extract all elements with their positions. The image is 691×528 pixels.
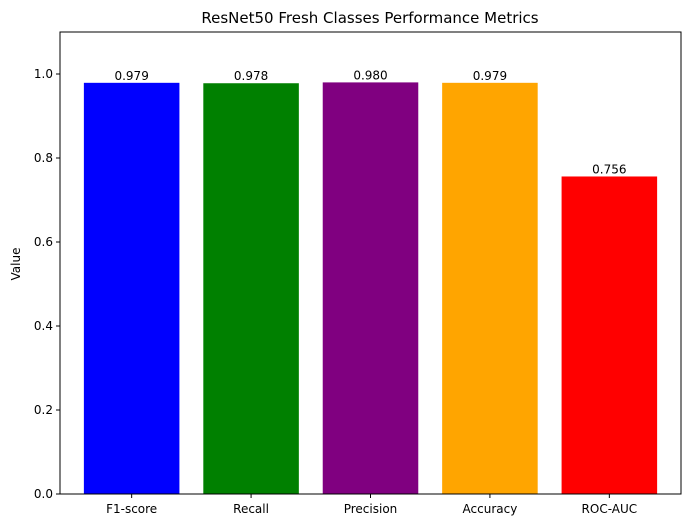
data-label: 0.978 bbox=[234, 69, 268, 83]
bar-recall bbox=[203, 83, 299, 494]
y-tick-label: 0.4 bbox=[34, 319, 53, 333]
data-label: 0.980 bbox=[353, 68, 387, 82]
x-ticks-group: F1-score Recall Precision Accuracy ROC-AUC bbox=[106, 494, 637, 516]
bars-group: 0.979 0.978 0.980 0.979 0.756 bbox=[84, 68, 657, 494]
bar-roc-auc bbox=[562, 176, 658, 494]
data-label: 0.979 bbox=[473, 69, 507, 83]
y-axis-label: Value bbox=[9, 248, 23, 281]
bar-f1-score bbox=[84, 83, 180, 494]
chart-title: ResNet50 Fresh Classes Performance Metri… bbox=[201, 9, 538, 27]
x-tick-label: ROC-AUC bbox=[582, 502, 638, 516]
bar-accuracy bbox=[442, 83, 538, 494]
x-tick-label: F1-score bbox=[106, 502, 157, 516]
x-tick-label: Precision bbox=[344, 502, 398, 516]
y-tick-label: 0.8 bbox=[34, 151, 53, 165]
x-tick-label: Accuracy bbox=[463, 502, 518, 516]
y-tick-label: 0.6 bbox=[34, 235, 53, 249]
data-label: 0.756 bbox=[592, 162, 626, 176]
y-tick-label: 0.2 bbox=[34, 403, 53, 417]
y-ticks-group: 0.0 0.2 0.4 0.6 0.8 1.0 bbox=[34, 67, 60, 501]
y-tick-label: 1.0 bbox=[34, 67, 53, 81]
bar-precision bbox=[323, 82, 419, 494]
y-tick-label: 0.0 bbox=[34, 487, 53, 501]
x-tick-label: Recall bbox=[233, 502, 269, 516]
data-label: 0.979 bbox=[114, 69, 148, 83]
